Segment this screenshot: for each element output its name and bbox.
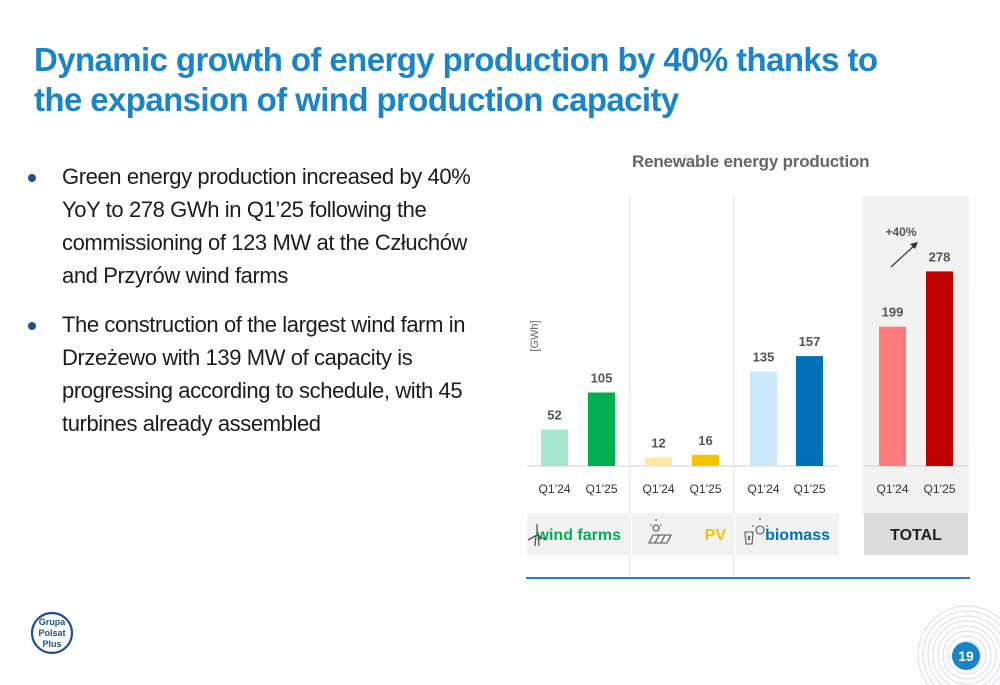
bullet-text: Green energy production increased by 40%… — [62, 164, 471, 288]
wind-turbine-icon — [527, 524, 547, 547]
bar — [692, 454, 719, 466]
page-number: 19 — [952, 642, 980, 670]
growth-arrowhead-icon — [910, 242, 918, 249]
page-title: Dynamic growth of energy production by 4… — [34, 40, 934, 120]
chart-title: Renewable energy production — [632, 152, 870, 171]
bullet-item: Green energy production increased by 40%… — [26, 160, 476, 292]
solar-panel-icon — [648, 519, 672, 544]
logo-line-1: Grupa — [39, 617, 66, 627]
bar — [750, 371, 777, 466]
data-label: 12 — [651, 436, 665, 451]
bar — [879, 326, 906, 466]
bullet-text: The construction of the largest wind far… — [62, 312, 466, 436]
x-tick-label: Q1’25 — [585, 482, 617, 496]
category-label: PV — [705, 527, 727, 544]
bar — [541, 429, 568, 466]
bullet-dot-icon — [28, 174, 36, 182]
data-label: 157 — [799, 334, 821, 349]
bar — [588, 392, 615, 466]
data-label: 199 — [882, 305, 904, 320]
bar — [645, 457, 672, 466]
y-axis-label: [GWh] — [529, 320, 541, 351]
logo-line-2: Polsat — [38, 628, 65, 638]
title-line-2: the expansion of wind production capacit… — [34, 81, 679, 118]
data-label: 135 — [753, 350, 775, 365]
category-label-band — [632, 513, 735, 555]
category-label: biomass — [765, 527, 830, 544]
category-label: wind farms — [536, 527, 622, 544]
data-label: 278 — [929, 249, 951, 264]
decorative-rings-icon — [917, 605, 1000, 685]
category-label-band — [527, 513, 629, 555]
title-line-1: Dynamic growth of energy production by 4… — [34, 41, 878, 78]
data-label: 16 — [698, 433, 712, 448]
x-tick-label: Q1’24 — [876, 482, 908, 496]
bullet-dot-icon — [28, 322, 36, 330]
bullet-item: The construction of the largest wind far… — [26, 308, 476, 440]
x-tick-label: Q1’24 — [747, 482, 779, 496]
total-label-band — [864, 513, 968, 555]
grupa-polsat-plus-logo: Grupa Polsat Plus — [30, 611, 74, 655]
biomass-icon — [744, 518, 768, 545]
data-label: 52 — [547, 408, 561, 423]
data-label: 105 — [591, 371, 613, 386]
growth-arrow-icon — [890, 243, 917, 268]
bullet-list: Green energy production increased by 40%… — [26, 160, 476, 456]
x-tick-label: Q1’25 — [689, 482, 721, 496]
x-tick-label: Q1’25 — [793, 482, 825, 496]
growth-annotation: +40% — [885, 225, 916, 239]
logo-line-3: Plus — [42, 639, 61, 649]
x-tick-label: Q1’25 — [923, 482, 955, 496]
x-tick-label: Q1’24 — [642, 482, 674, 496]
category-label: TOTAL — [890, 527, 942, 544]
bar — [796, 356, 823, 466]
bar — [926, 271, 953, 466]
x-tick-label: Q1’24 — [538, 482, 570, 496]
